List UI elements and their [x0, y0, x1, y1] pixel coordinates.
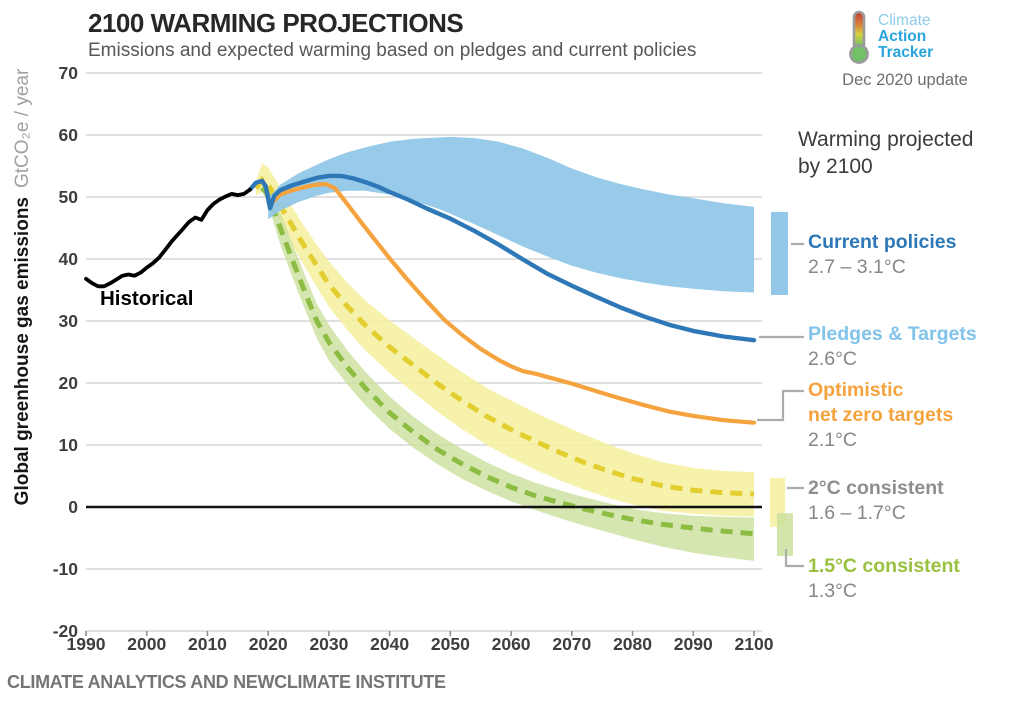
x-tick-label: 2090	[674, 634, 713, 654]
y-tick-label: 70	[59, 63, 79, 83]
y-tick-label: 20	[59, 373, 79, 393]
band-current-policies	[268, 136, 754, 293]
y-axis-title-unit: GtCO₂e / year	[12, 68, 33, 188]
legend-value: 2.6°C	[808, 348, 857, 370]
y-tick-label: 30	[59, 311, 79, 331]
leader-line	[784, 549, 804, 568]
end-bar	[777, 513, 793, 556]
legend-label: 2°C consistent	[808, 477, 944, 499]
legend-value: 2.1°C	[808, 429, 857, 451]
legend-item-pledges-targets: Pledges & Targets 2.6°C	[808, 322, 1008, 371]
logo-word-tracker: Tracker	[878, 44, 934, 61]
cat-logo-text: Climate Action Tracker	[878, 13, 933, 61]
cat-logo: Climate Action Tracker	[846, 10, 933, 64]
y-tick-label: 0	[68, 497, 78, 517]
update-date: Dec 2020 update	[842, 71, 968, 89]
y-tick-label: 50	[59, 187, 79, 207]
legend-value: 2.7 – 3.1°C	[808, 256, 906, 278]
legend-item-current-policies: Current policies 2.7 – 3.1°C	[808, 230, 1008, 279]
legend-value: 1.3°C	[808, 580, 857, 602]
x-tick-label: 1990	[67, 634, 106, 654]
y-axis-title-main: Global greenhouse gas emissions	[12, 197, 33, 506]
x-tick-label: 2060	[492, 634, 531, 654]
line-optimistic-net-zero	[269, 181, 757, 425]
x-tick-label: 2020	[249, 634, 288, 654]
legend-heading-line2: by 2100	[798, 155, 873, 178]
x-tick-label: 2050	[431, 634, 470, 654]
line-historical	[84, 187, 252, 289]
y-tick-label: -10	[53, 559, 79, 579]
end-bar	[771, 211, 788, 295]
x-tick-label: 2030	[309, 634, 348, 654]
line-pledges-targets	[247, 173, 757, 343]
legend-heading: Warming projected by 2100	[798, 126, 973, 180]
logo-word-action: Action	[878, 28, 927, 45]
x-tick-label: 2000	[127, 634, 166, 654]
thermometer-icon	[849, 10, 869, 64]
legend-label: Optimistic	[808, 379, 904, 401]
historical-annotation: Historical	[100, 287, 194, 310]
legend-label-line2: net zero targets	[808, 404, 954, 426]
y-tick-label: -20	[53, 621, 79, 641]
x-tick-label: 2070	[552, 634, 591, 654]
legend-heading-line1: Warming projected	[798, 128, 974, 151]
dashed-line-2c	[253, 175, 755, 497]
y-axis-title: Global greenhouse gas emissions GtCO₂e / …	[12, 67, 34, 507]
legend-item-optimistic-net-zero: Optimistic net zero targets 2.1°C	[808, 378, 1008, 452]
chart-subtitle: Emissions and expected warming based on …	[88, 40, 697, 61]
legend-label: Current policies	[808, 231, 957, 253]
credit-line: CLIMATE ANALYTICS AND NEWCLIMATE INSTITU…	[7, 672, 446, 692]
y-tick-label: 40	[59, 249, 79, 269]
legend-item-2c-consistent: 2°C consistent 1.6 – 1.7°C	[808, 476, 1008, 525]
leader-line	[757, 389, 804, 422]
y-tick-label: 60	[59, 125, 79, 145]
page-title: 2100 WARMING PROJECTIONS	[88, 8, 464, 38]
logo-word-climate: Climate	[878, 12, 931, 29]
dashed-line-1-5c	[260, 186, 755, 537]
x-tick-label: 2080	[613, 634, 652, 654]
x-tick-label: 2040	[370, 634, 409, 654]
y-tick-label: 10	[59, 435, 79, 455]
x-tick-label: 2010	[188, 634, 227, 654]
legend-label: Pledges & Targets	[808, 323, 977, 345]
legend-label: 1.5°C consistent	[808, 555, 960, 577]
x-tick-label: 2100	[735, 634, 774, 654]
band-2c-consistent	[256, 163, 754, 517]
legend-item-1-5c-consistent: 1.5°C consistent 1.3°C	[808, 554, 1008, 603]
legend-value: 1.6 – 1.7°C	[808, 502, 906, 524]
